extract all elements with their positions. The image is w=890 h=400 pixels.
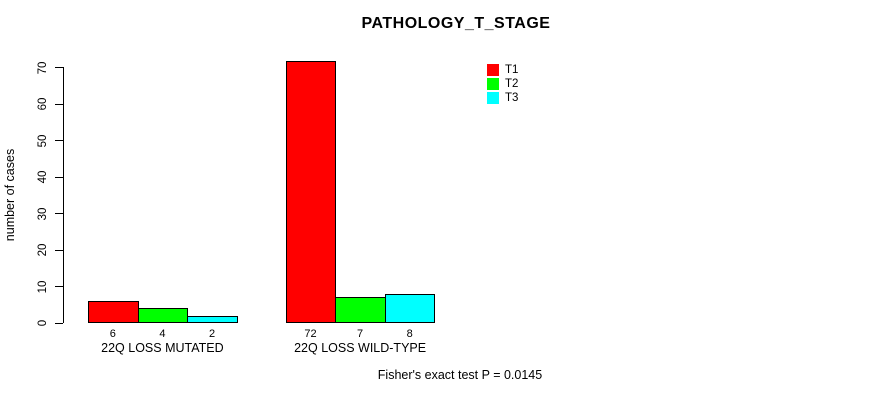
legend-item-t1: T1: [487, 63, 518, 77]
y-tick-mark: [55, 249, 63, 251]
y-axis-line: [63, 67, 64, 324]
y-axis-label: number of cases: [3, 148, 17, 242]
bar-t2-group1: [137, 308, 189, 323]
y-tick-mark: [55, 322, 63, 324]
y-tick-label: 20: [37, 243, 49, 257]
stat-annotation: Fisher's exact test P = 0.0145: [377, 368, 543, 382]
category-label: 22Q LOSS WILD-TYPE: [294, 341, 427, 355]
y-tick-mark: [55, 286, 63, 288]
y-tick-mark: [55, 140, 63, 142]
legend-swatch-t2: [487, 78, 499, 90]
bar-value-label: 8: [406, 328, 413, 340]
legend-label: T3: [505, 92, 519, 104]
y-tick-label: 10: [37, 280, 49, 293]
legend-swatch-t3: [487, 92, 499, 104]
y-tick-label: 50: [37, 134, 49, 148]
legend-swatch-t1: [487, 64, 499, 76]
bar-t3-group1: [187, 315, 238, 323]
bar-t2-group2: [335, 297, 386, 323]
chart-title: PATHOLOGY_T_STAGE: [361, 15, 551, 32]
bar-t3-group2: [384, 293, 436, 323]
bar-value-label: 6: [109, 328, 116, 340]
y-tick-mark: [55, 67, 63, 69]
legend-label: T1: [505, 64, 519, 76]
bar-value-label: 2: [208, 328, 216, 340]
y-tick-label: 40: [37, 170, 49, 184]
y-tick-label: 60: [37, 98, 49, 111]
bar-value-label: 7: [357, 328, 364, 340]
y-tick-mark: [55, 176, 63, 178]
bar-t1-group2: [285, 60, 337, 323]
y-tick-label: 30: [37, 207, 49, 221]
y-tick-mark: [55, 213, 63, 215]
legend-label: T2: [505, 78, 519, 90]
y-tick-mark: [55, 103, 63, 105]
bar-t1-group1: [88, 301, 139, 323]
category-label: 22Q LOSS MUTATED: [101, 341, 224, 355]
legend-item-t3: T3: [487, 91, 518, 105]
legend-item-t2: T2: [487, 77, 518, 91]
bar-value-label: 4: [159, 328, 166, 340]
legend: T1 T2 T3: [487, 63, 518, 105]
bar-value-label: 72: [304, 328, 317, 340]
y-tick-label: 0: [37, 319, 49, 327]
y-tick-label: 70: [37, 61, 49, 75]
